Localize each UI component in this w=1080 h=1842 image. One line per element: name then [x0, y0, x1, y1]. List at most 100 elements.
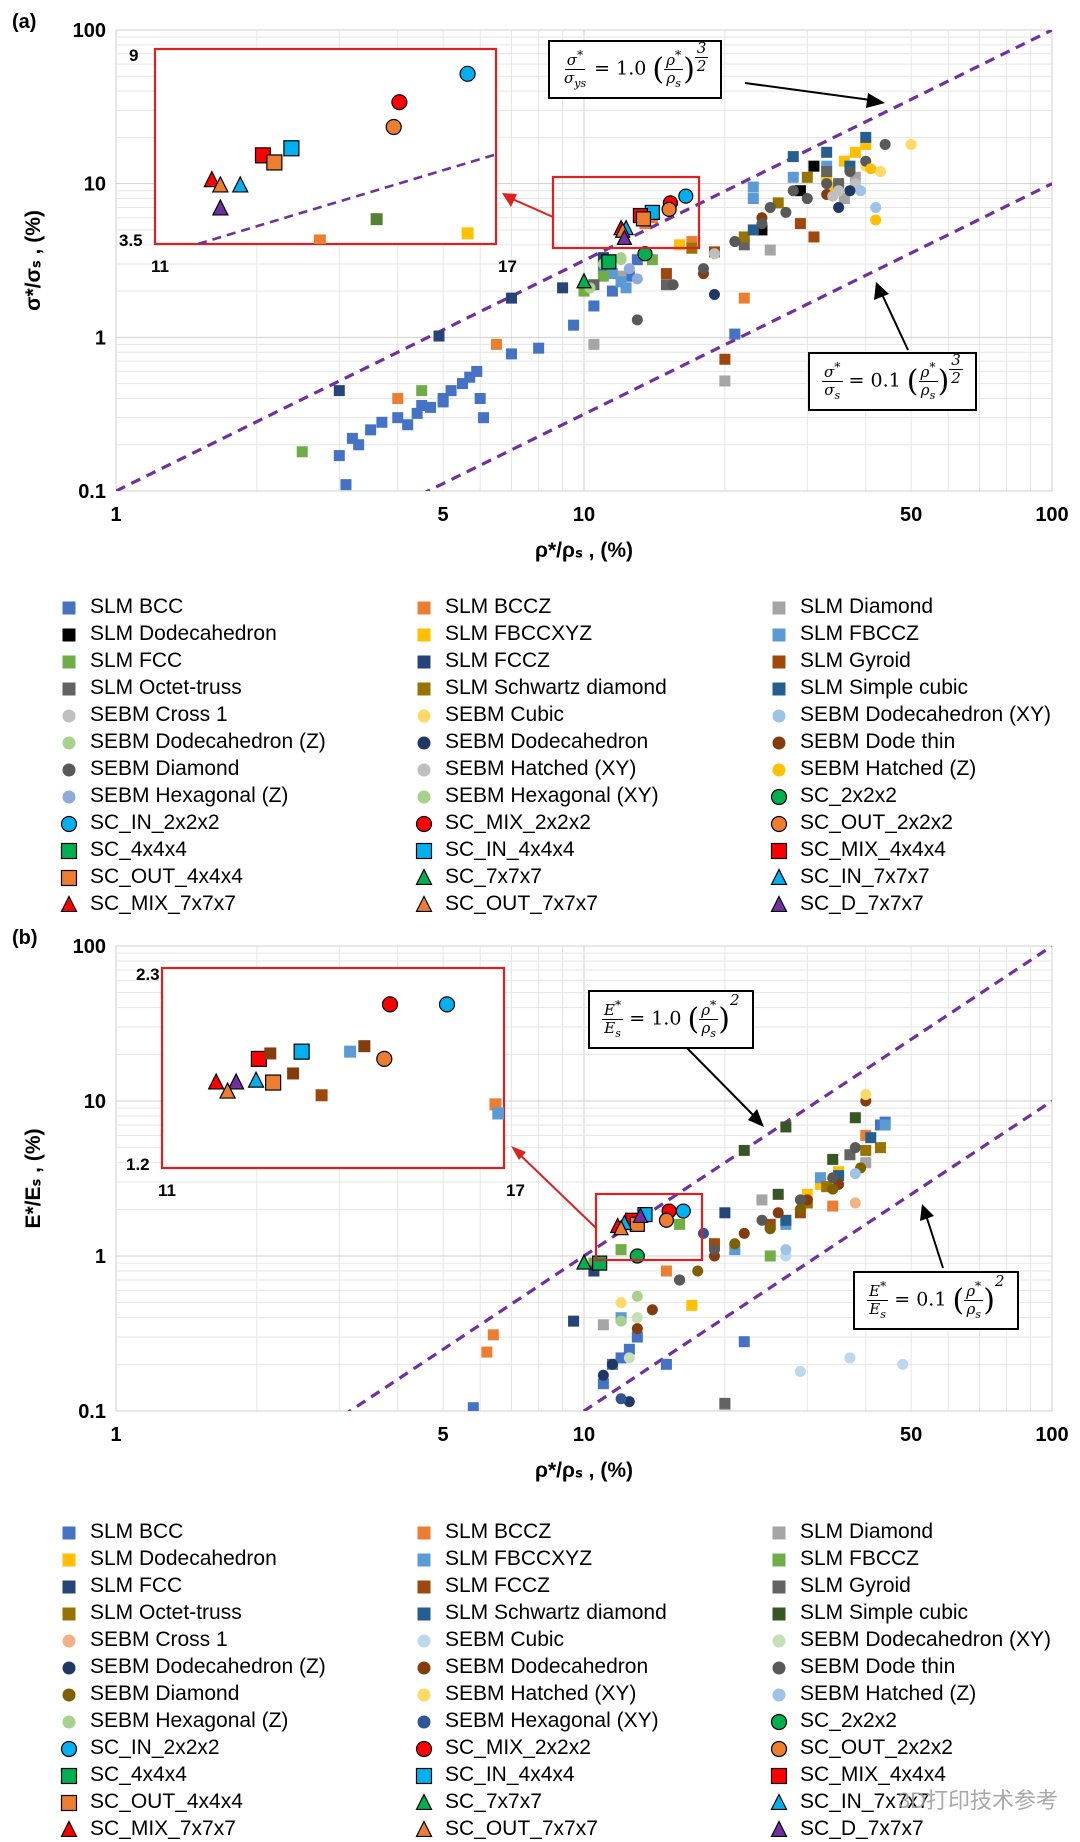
- legend-label: SEBM Hexagonal (Z): [90, 783, 289, 807]
- legend-item-sebm-hatched-xy: SEBM Hatched (XY): [413, 755, 768, 782]
- panel-a-formula-arrowhead: [866, 93, 885, 108]
- legend-label: SC_IN_2x2x2: [90, 1735, 220, 1759]
- panel-a-point-slm-diamond: [849, 171, 861, 183]
- panel-b-point-slm-fbccxyz: [879, 1119, 891, 1131]
- legend-marker: [62, 1688, 76, 1701]
- legend-item-sebm-hexagonal-z: SEBM Hexagonal (Z): [58, 782, 413, 809]
- panel-a-point-slm-fbccz: [787, 171, 799, 183]
- panel-a-lower-formula: σ* σs = 0.1 (ρ* ρs) 3 2: [808, 351, 977, 411]
- legend-label: SC_OUT_4x4x4: [90, 864, 243, 888]
- legend-item-sc-mix-7x7x7: SC_MIX_7x7x7: [58, 890, 413, 917]
- panel-a-point-slm-fcc: [296, 446, 308, 458]
- panel-a-point-sebm-cubic: [905, 138, 917, 150]
- panel-a-point-slm-bcc: [471, 365, 483, 377]
- panel-a-point-sebm-diamond: [821, 178, 833, 190]
- panel-a-point-sc-out-2x2x2: [661, 201, 677, 218]
- panel-b-inset-point: [381, 996, 399, 1013]
- panel-a-point-slm-fbccxyz: [674, 239, 686, 251]
- panel-a-point-slm-bcc: [340, 479, 352, 491]
- legend-marker-shape: [62, 736, 76, 749]
- legend-marker: [60, 1819, 78, 1837]
- legend-marker-shape: [417, 1634, 431, 1647]
- legend-label: SC_IN_4x4x4: [445, 1762, 575, 1786]
- legend-item-slm-dodecahedron: SLM Dodecahedron: [58, 620, 413, 647]
- panel-a-upper-formula: σ* σys = 1.0 (ρ* ρs) 3 2: [548, 39, 723, 99]
- panel-b-point-sebm-hexagonal-z: [615, 1315, 627, 1327]
- panel-a-point-sc-2x2x2: [637, 246, 653, 262]
- panel-a-point-slm-octet-truss: [738, 239, 750, 251]
- panel-a-point-slm-fcc: [416, 385, 428, 397]
- panel-a-point-sc-in-2x2x2: [678, 188, 694, 204]
- panel-b-point-slm-fccz: [708, 1238, 720, 1250]
- panel-a-point-slm-fbccxyz: [827, 181, 839, 193]
- panel-b-point-slm-diamond: [756, 1194, 768, 1206]
- panel-b-inset-point: [264, 1047, 277, 1060]
- legend-marker: [62, 682, 76, 695]
- legend-item-sc-2x2x2: SC_2x2x2: [768, 782, 1068, 809]
- legend-marker: [772, 736, 786, 749]
- legend-marker-shape: [415, 867, 433, 885]
- legend-marker: [772, 1661, 786, 1674]
- legend-label: SLM Gyroid: [800, 648, 911, 672]
- legend-label: SEBM Hexagonal (XY): [445, 783, 659, 807]
- legend-label: SLM Diamond: [800, 1519, 934, 1543]
- legend-marker: [417, 736, 431, 749]
- panel-b-point-sebm-hatched-z: [849, 1168, 861, 1180]
- legend-marker-shape: [415, 1740, 433, 1757]
- legend-label: SC_7x7x7: [445, 864, 542, 888]
- panel-a-point-sebm-hatched-z: [870, 214, 882, 226]
- legend-marker-shape: [62, 1688, 76, 1701]
- panel-a-point-slm-bcc: [474, 392, 486, 404]
- legend-marker: [417, 1553, 431, 1566]
- legend-marker-shape: [770, 1740, 788, 1757]
- legend-marker-shape: [415, 1819, 433, 1837]
- panel-b-inset-point: [358, 1040, 371, 1053]
- panel-b-point-sc-out-2x2x2: [658, 1212, 675, 1228]
- panel-a-point-slm-simple-cubic: [821, 146, 833, 158]
- legend-marker-shape: [417, 601, 431, 614]
- panel-b-point-slm-simple-cubic: [772, 1188, 784, 1200]
- panel-b-point-slm-bcc: [467, 1402, 479, 1411]
- panel-b-x-axis-title: ρ*/ρₛ , (%): [535, 1459, 633, 1482]
- panel-b-inset-point: [227, 1072, 245, 1090]
- panel-b-point-slm-octet-truss: [874, 1142, 886, 1154]
- legend-marker: [770, 842, 788, 859]
- panel-a-formula-arrow: [744, 82, 879, 102]
- legend-marker: [417, 1715, 431, 1728]
- panel-b-formula-arrowhead: [748, 1109, 764, 1127]
- legend-item-slm-bcc: SLM BCC: [58, 593, 413, 620]
- panel-a-point-sebm-dodecahedron-xy: [870, 201, 882, 213]
- legend-marker: [417, 1580, 431, 1593]
- legend-marker: [417, 655, 431, 668]
- legend-label: SEBM Cubic: [445, 702, 565, 726]
- legend-item-slm-fccz: SLM FCCZ: [413, 1572, 768, 1599]
- legend-marker-shape: [417, 628, 431, 641]
- panel-b-point-slm-fbccz: [674, 1218, 686, 1230]
- legend-marker: [417, 628, 431, 641]
- panel-b-point-sc-4x4x4: [592, 1255, 608, 1271]
- legend-item-sc-mix-4x4x4: SC_MIX_4x4x4: [768, 1761, 1068, 1788]
- panel-a-point-slm-octet-truss: [833, 178, 845, 190]
- panel-b-y-tick-label: 100: [73, 936, 106, 958]
- panel-b-point-slm-fbccxyz: [729, 1244, 741, 1256]
- panel-b-point-sebm-dode-thin: [756, 1214, 768, 1226]
- legend-marker-shape: [62, 682, 76, 695]
- legend-marker: [770, 788, 788, 805]
- panel-a-point-sebm-dodecahedron-xy: [855, 185, 867, 197]
- panel-b-point-sebm-hatched-z: [780, 1244, 792, 1256]
- legend-item-sc-in-7x7x7: SC_IN_7x7x7: [768, 1788, 1068, 1815]
- panel-b-point-slm-schwartz-diamond: [780, 1214, 792, 1226]
- legend-label: SLM Octet-truss: [90, 1600, 242, 1624]
- legend-marker: [60, 1794, 78, 1811]
- legend-item-slm-bcc: SLM BCC: [58, 1518, 413, 1545]
- legend-marker: [62, 763, 76, 776]
- panel-b-point-sebm-cubic: [794, 1365, 806, 1377]
- legend-marker: [62, 709, 76, 722]
- panel-b-point-slm-fcc: [719, 1207, 731, 1219]
- panel-a-point-slm-fbccz: [747, 193, 759, 205]
- legend-label: SLM BCC: [90, 1519, 184, 1543]
- panel-a-inset-point: [211, 198, 229, 216]
- panel-b-inset-xmin-label: 11: [158, 1181, 176, 1200]
- legend-marker-shape: [770, 788, 788, 805]
- panel-b-inset-content: [207, 996, 504, 1120]
